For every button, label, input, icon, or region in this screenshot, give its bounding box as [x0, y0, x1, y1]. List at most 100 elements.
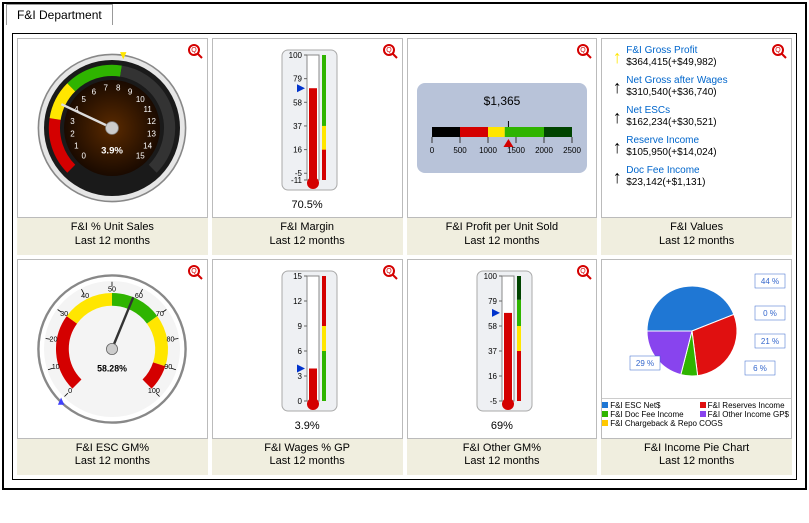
svg-text:1000: 1000	[479, 146, 497, 155]
card-subtitle: Last 12 months	[17, 235, 208, 249]
card-values[interactable]: Q ↑F&I Gross Profit$364,415(+$49,982)↑Ne…	[601, 38, 792, 218]
card-pie[interactable]: 44 %0 %21 %6 %29 % F&I ESC Net$F&I Reser…	[601, 259, 792, 439]
svg-text:79: 79	[488, 297, 497, 306]
arrow-up-icon: ↑	[608, 78, 626, 96]
svg-text:58.28%: 58.28%	[97, 363, 127, 373]
caption-esc-gm: F&I ESC GM% Last 12 months	[17, 439, 208, 476]
card-profit-per-unit[interactable]: Q $1,36505001000150020002500	[407, 38, 598, 218]
legend-item: F&I ESC Net$	[602, 401, 693, 410]
cell-pie: 44 %0 %21 %6 %29 % F&I ESC Net$F&I Reser…	[601, 259, 792, 476]
hbar-profit: $1,36505001000150020002500	[417, 83, 587, 173]
thermometer-other: -516375879100	[457, 266, 547, 416]
card-margin[interactable]: Q -11-516375879100 70.5%	[212, 38, 403, 218]
kpi-value: $105,950(+$14,024)	[626, 147, 716, 158]
svg-text:100: 100	[289, 51, 303, 60]
card-subtitle: Last 12 months	[212, 235, 403, 249]
kpi-label: Doc Fee Income	[626, 165, 699, 176]
caption-pie: F&I Income Pie Chart Last 12 months	[601, 439, 792, 476]
cell-profit-per-unit: Q $1,36505001000150020002500 F&I Profit …	[407, 38, 598, 255]
svg-text:1: 1	[75, 141, 80, 150]
svg-text:2: 2	[71, 129, 76, 138]
kpi-text: Net Gross after Wages$310,540(+$36,740)	[626, 75, 727, 99]
card-title: F&I Income Pie Chart	[601, 442, 792, 456]
cell-margin: Q -11-516375879100 70.5% F&I Margin Last…	[212, 38, 403, 255]
card-subtitle: Last 12 months	[407, 235, 598, 249]
wages-value-label: 3.9%	[295, 420, 320, 432]
svg-text:10: 10	[136, 95, 145, 104]
svg-text:2500: 2500	[563, 146, 581, 155]
card-esc-gm[interactable]: Q 010203040506070809010058.28%	[17, 259, 208, 439]
kpi-text: Reserve Income$105,950(+$14,024)	[626, 135, 716, 159]
caption-profit-per-unit: F&I Profit per Unit Sold Last 12 months	[407, 218, 598, 255]
kpi-text: Net ESCs$162,234(+$30,521)	[626, 105, 716, 129]
svg-text:11: 11	[144, 105, 153, 114]
card-title: F&I Values	[601, 221, 792, 235]
svg-text:6 %: 6 %	[753, 364, 767, 373]
svg-text:1500: 1500	[507, 146, 525, 155]
pie-legend: F&I ESC Net$F&I Reserves IncomeF&I Doc F…	[602, 398, 791, 428]
svg-text:14: 14	[144, 141, 153, 150]
card-title: F&I Profit per Unit Sold	[407, 221, 598, 235]
svg-text:50: 50	[108, 284, 116, 293]
svg-text:0: 0	[430, 146, 435, 155]
inspect-icon[interactable]: Q	[382, 43, 398, 59]
arrow-up-icon: ↑	[608, 138, 626, 156]
card-title: F&I Wages % GP	[212, 442, 403, 456]
kpi-row: ↑Net ESCs$162,234(+$30,521)	[608, 105, 785, 129]
svg-text:79: 79	[293, 75, 302, 84]
legend-swatch	[602, 411, 608, 417]
svg-text:6: 6	[298, 347, 303, 356]
svg-text:Q: Q	[386, 268, 392, 275]
inspect-icon[interactable]: Q	[187, 264, 203, 280]
svg-text:5: 5	[82, 95, 87, 104]
kpi-label: F&I Gross Profit	[626, 45, 697, 56]
kpi-row: ↑F&I Gross Profit$364,415(+$49,982)	[608, 45, 785, 69]
svg-text:21 %: 21 %	[761, 337, 779, 346]
kpi-value: $23,142(+$1,131)	[626, 177, 705, 188]
svg-text:500: 500	[453, 146, 467, 155]
card-subtitle: Last 12 months	[17, 455, 208, 469]
inspect-icon[interactable]: Q	[576, 264, 592, 280]
svg-text:Q: Q	[775, 47, 781, 54]
svg-text:15: 15	[293, 272, 302, 281]
dashboard-grid: Q 01234567891011121314153.9% F&I % Unit …	[17, 38, 792, 475]
svg-text:70: 70	[156, 309, 164, 318]
card-unit-sales[interactable]: Q 01234567891011121314153.9%	[17, 38, 208, 218]
legend-item: F&I Other Income GP$	[700, 410, 791, 419]
svg-text:-5: -5	[490, 397, 498, 406]
legend-label: F&I ESC Net$	[610, 401, 660, 410]
svg-text:13: 13	[147, 129, 156, 138]
card-wages[interactable]: Q 03691215 3.9%	[212, 259, 403, 439]
legend-item: F&I Reserves Income	[700, 401, 791, 410]
svg-text:10: 10	[52, 362, 60, 371]
kpi-list: ↑F&I Gross Profit$364,415(+$49,982)↑Net …	[602, 39, 791, 201]
inspect-icon[interactable]: Q	[382, 264, 398, 280]
caption-margin: F&I Margin Last 12 months	[212, 218, 403, 255]
arrow-up-icon: ↑	[608, 108, 626, 126]
svg-text:44 %: 44 %	[761, 277, 779, 286]
card-other-gm[interactable]: Q -516375879100 69%	[407, 259, 598, 439]
cell-other-gm: Q -516375879100 69% F&I Other GM% Last 1…	[407, 259, 598, 476]
inspect-icon[interactable]: Q	[576, 43, 592, 59]
svg-text:90: 90	[165, 362, 173, 371]
gauge-unit-sales: 01234567891011121314153.9%	[32, 48, 192, 208]
kpi-label: Net Gross after Wages	[626, 75, 727, 86]
gauge-esc-gm: 010203040506070809010058.28%	[32, 269, 192, 429]
inspect-icon[interactable]: Q	[771, 43, 787, 59]
tab-fi-department[interactable]: F&I Department	[6, 4, 113, 25]
inspect-icon[interactable]: Q	[187, 43, 203, 59]
grid-border: Q 01234567891011121314153.9% F&I % Unit …	[12, 33, 797, 480]
svg-text:40: 40	[81, 291, 89, 300]
svg-text:37: 37	[293, 122, 302, 131]
kpi-row: ↑Reserve Income$105,950(+$14,024)	[608, 135, 785, 159]
svg-text:0: 0	[298, 397, 303, 406]
svg-text:2000: 2000	[535, 146, 553, 155]
cell-unit-sales: Q 01234567891011121314153.9% F&I % Unit …	[17, 38, 208, 255]
card-title: F&I Margin	[212, 221, 403, 235]
svg-text:16: 16	[293, 146, 302, 155]
cell-esc-gm: Q 010203040506070809010058.28% F&I ESC G…	[17, 259, 208, 476]
svg-text:12: 12	[147, 117, 156, 126]
pie-chart: 44 %0 %21 %6 %29 %	[607, 266, 787, 396]
kpi-value: $364,415(+$49,982)	[626, 57, 716, 68]
svg-text:6: 6	[92, 87, 97, 96]
